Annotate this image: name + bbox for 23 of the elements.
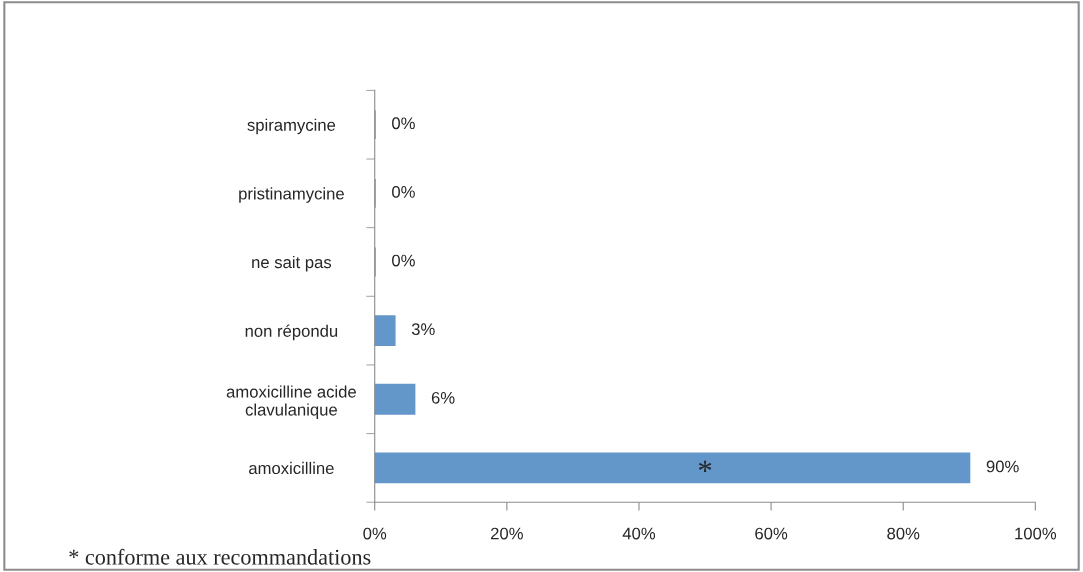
- bar: [374, 383, 416, 415]
- bar: [374, 452, 971, 484]
- x-tick-label: 40%: [622, 527, 656, 540]
- y-tick-label: amoxicilline acide clavulanique: [226, 385, 356, 419]
- x-tick-label: 80%: [887, 527, 920, 540]
- annotation: *: [698, 460, 712, 472]
- x-tick-label: 60%: [755, 527, 788, 540]
- text: * conforme aux recommandations: [69, 548, 371, 565]
- y-tick-label: non répondu: [245, 324, 338, 341]
- data-label: 0%: [392, 186, 415, 198]
- x-tick-label: 100%: [1015, 527, 1057, 540]
- x-tick-label: 0%: [363, 527, 387, 540]
- y-tick-label: spiramycine: [247, 118, 336, 135]
- data-label: 3%: [411, 323, 435, 336]
- data-label: 90%: [986, 460, 1019, 473]
- x-tick-label: 20%: [491, 527, 523, 540]
- y-tick-label: amoxicilline: [249, 461, 334, 475]
- data-label: 6%: [431, 391, 455, 404]
- data-label: 0%: [392, 254, 415, 267]
- y-tick-label: pristinamycine: [239, 187, 344, 203]
- bar: [374, 315, 396, 347]
- data-label: 0%: [392, 117, 415, 130]
- y-tick-label: ne sait pas: [252, 255, 332, 272]
